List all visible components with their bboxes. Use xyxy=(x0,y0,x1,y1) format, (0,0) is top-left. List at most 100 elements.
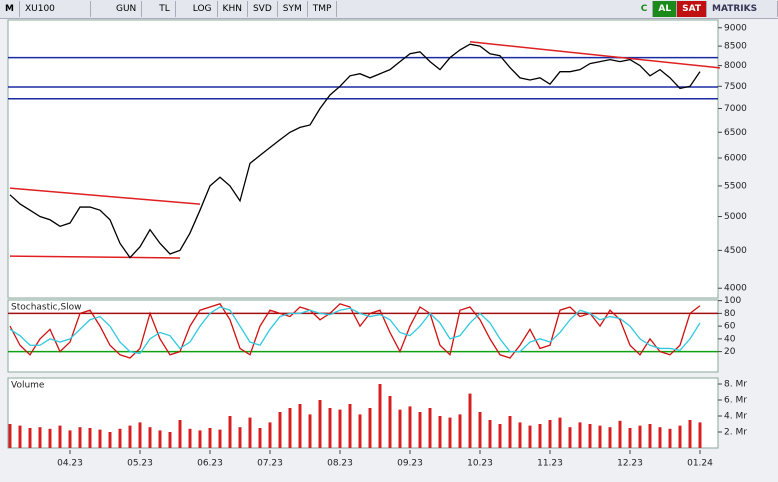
x-tick-label: 12.23 xyxy=(617,459,643,469)
bar xyxy=(288,408,292,448)
button[interactable]: TMP xyxy=(308,1,338,17)
button[interactable]: C xyxy=(636,1,654,17)
bar xyxy=(58,425,62,448)
bar xyxy=(668,428,672,448)
y-tick-label: 8000 xyxy=(724,61,747,71)
button[interactable]: LOG xyxy=(188,1,218,17)
bar xyxy=(438,416,442,448)
bar xyxy=(658,427,662,448)
y-tick-label: 60 xyxy=(724,322,736,332)
bar xyxy=(258,428,262,448)
bar xyxy=(358,414,362,448)
y-tick-label: 9000 xyxy=(724,23,747,33)
bar xyxy=(68,430,72,448)
bar xyxy=(128,425,132,448)
trend-line xyxy=(469,41,721,69)
bar xyxy=(328,408,332,448)
bar xyxy=(398,409,402,448)
bar xyxy=(388,396,392,448)
bar xyxy=(178,420,182,448)
bar xyxy=(428,408,432,448)
bar xyxy=(168,432,172,448)
x-tick-label: 08.23 xyxy=(327,459,353,469)
series-line xyxy=(9,306,701,355)
bar xyxy=(378,384,382,448)
bar xyxy=(598,425,602,448)
bar xyxy=(478,412,482,448)
bar xyxy=(608,427,612,448)
y-tick-label: 2. Mr xyxy=(724,428,747,438)
bar xyxy=(248,417,252,448)
button[interactable]: KHN xyxy=(218,1,248,17)
bar xyxy=(458,414,462,448)
bar xyxy=(118,428,122,448)
bar xyxy=(318,400,322,448)
bar xyxy=(88,428,92,448)
bar xyxy=(98,429,102,448)
x-tick-label: 01.24 xyxy=(687,459,713,469)
y-tick-label: 4500 xyxy=(724,246,747,256)
brand: MATRIKS xyxy=(707,1,778,17)
bar xyxy=(548,420,552,448)
x-tick-label: 10.23 xyxy=(467,459,493,469)
button[interactable]: SYM xyxy=(278,1,308,17)
x-tick-label: 11.23 xyxy=(537,459,563,469)
bar xyxy=(228,416,232,448)
sell-button[interactable]: SAT xyxy=(677,1,707,17)
y-tick-label: 8. Mr xyxy=(724,380,747,390)
bar xyxy=(578,422,582,448)
toolbar: M XU100 GUN TL LOG KHN SVD SYM TMP C AL … xyxy=(0,0,778,19)
y-tick-label: 100 xyxy=(724,296,741,306)
y-tick-label: 4. Mr xyxy=(724,412,747,422)
bar xyxy=(508,416,512,448)
button[interactable]: GUN xyxy=(111,1,143,17)
symbol[interactable]: XU100 xyxy=(20,1,91,17)
bar xyxy=(48,428,52,448)
bar xyxy=(588,424,592,448)
bar xyxy=(468,393,472,448)
trend-line xyxy=(9,255,181,259)
panel xyxy=(7,19,719,299)
trend-line xyxy=(9,187,201,205)
bar xyxy=(158,430,162,448)
logo: M xyxy=(0,1,20,17)
x-tick-label: 04.23 xyxy=(57,459,83,469)
bar xyxy=(628,428,632,448)
panel xyxy=(7,299,719,373)
y-tick-label: 20 xyxy=(724,347,736,357)
bar xyxy=(408,406,412,448)
y-tick-label: 6. Mr xyxy=(724,396,747,406)
bar xyxy=(348,404,352,448)
bar xyxy=(148,427,152,448)
bar xyxy=(558,417,562,448)
panel-title: Stochastic,Slow xyxy=(11,303,82,313)
x-tick-label: 07.23 xyxy=(257,459,283,469)
bar xyxy=(688,420,692,448)
bar xyxy=(338,409,342,448)
bar xyxy=(648,424,652,448)
bar xyxy=(298,404,302,448)
y-tick-label: 5500 xyxy=(724,181,747,191)
bar xyxy=(368,408,372,448)
bar xyxy=(268,422,272,448)
bar xyxy=(538,424,542,448)
button[interactable]: TL xyxy=(154,1,176,17)
bar xyxy=(188,428,192,448)
y-tick-label: 7000 xyxy=(724,104,747,114)
bar xyxy=(198,430,202,448)
bar xyxy=(698,422,702,448)
bar xyxy=(138,422,142,448)
bar xyxy=(618,420,622,448)
buy-button[interactable]: AL xyxy=(653,1,678,17)
y-tick-label: 8500 xyxy=(724,42,747,52)
bar xyxy=(18,425,22,448)
y-tick-label: 40 xyxy=(724,334,736,344)
y-tick-label: 6500 xyxy=(724,128,747,138)
bar xyxy=(418,412,422,448)
x-tick-label: 09.23 xyxy=(397,459,423,469)
bar xyxy=(498,424,502,448)
y-tick-label: 5000 xyxy=(724,212,747,222)
y-tick-label: 4000 xyxy=(724,284,747,294)
button[interactable]: SVD xyxy=(248,1,278,17)
